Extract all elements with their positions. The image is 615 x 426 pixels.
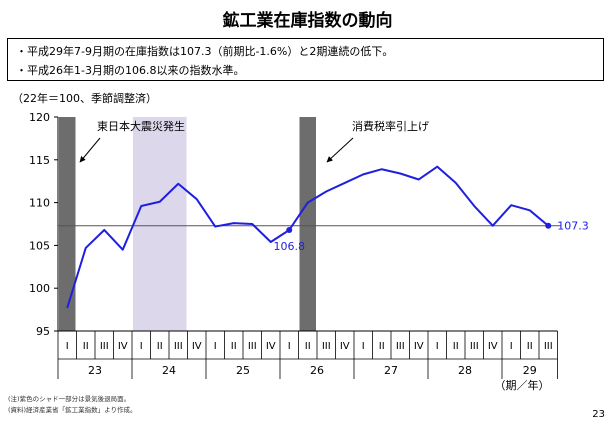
quarter-label: I bbox=[214, 341, 217, 352]
quarter-label: II bbox=[305, 341, 311, 352]
x-axis-label: （期／年） bbox=[495, 378, 550, 392]
summary-box: ・平成29年7-9月期の在庫指数は107.3（前期比-1.6%）と2期連続の低下… bbox=[7, 38, 604, 81]
unit-note: （22年＝100、季節調整済） bbox=[12, 92, 157, 105]
quarter-label: III bbox=[544, 341, 553, 352]
quarter-label: III bbox=[470, 341, 479, 352]
quarter-label: I bbox=[288, 341, 291, 352]
y-tick-label: 110 bbox=[29, 197, 50, 210]
highlight-label: 106.8 bbox=[274, 240, 306, 253]
quarter-label: II bbox=[527, 341, 533, 352]
year-label: 29 bbox=[523, 364, 537, 377]
quarter-label: IV bbox=[266, 341, 276, 352]
quarter-label: II bbox=[83, 341, 89, 352]
quarter-label: IV bbox=[192, 341, 202, 352]
page-title: 鉱工業在庫指数の動向 bbox=[222, 11, 393, 31]
annotation-earthquake-arrow bbox=[79, 137, 101, 163]
year-label: 23 bbox=[88, 364, 102, 377]
shaded-period-2 bbox=[133, 117, 187, 331]
quarter-label: IV bbox=[488, 341, 498, 352]
y-tick-label: 100 bbox=[29, 282, 50, 295]
y-tick-label: 95 bbox=[36, 325, 50, 338]
quarter-label: III bbox=[396, 341, 405, 352]
shaded-period-1 bbox=[59, 117, 76, 331]
y-tick-label: 115 bbox=[29, 154, 50, 167]
y-tick-label: 120 bbox=[29, 111, 50, 124]
y-tick-label: 105 bbox=[29, 239, 50, 252]
quarter-label: III bbox=[248, 341, 257, 352]
annotation-tax-hike: 消費税率引上げ bbox=[352, 119, 429, 133]
quarter-label: I bbox=[362, 341, 365, 352]
quarter-label: IV bbox=[340, 341, 350, 352]
highlight-marker bbox=[545, 222, 552, 229]
summary-bullet-2: ・平成26年1-3月期の106.8以来の指数水準。 bbox=[16, 64, 245, 77]
highlight-label: 107.3 bbox=[557, 220, 589, 233]
highlight-marker bbox=[286, 226, 293, 233]
footnote-recession: (注)紫色のシャド一部分は景気後退局面。 bbox=[8, 395, 131, 403]
quarter-label: I bbox=[436, 341, 439, 352]
year-label: 26 bbox=[310, 364, 324, 377]
quarter-label: I bbox=[510, 341, 513, 352]
quarter-label: II bbox=[157, 341, 163, 352]
quarter-label: II bbox=[231, 341, 237, 352]
year-label: 27 bbox=[384, 364, 398, 377]
year-label: 24 bbox=[162, 364, 176, 377]
quarter-label: II bbox=[453, 341, 459, 352]
quarter-label: III bbox=[322, 341, 331, 352]
quarter-label: III bbox=[100, 341, 109, 352]
quarter-label: IV bbox=[118, 341, 128, 352]
shaded-period-3 bbox=[299, 117, 316, 331]
quarter-label: IV bbox=[414, 341, 424, 352]
quarter-label: III bbox=[174, 341, 183, 352]
year-label: 28 bbox=[458, 364, 472, 377]
footnote-source: (資料)経済産業省「鉱工業指数」より作成。 bbox=[8, 406, 137, 414]
summary-bullet-1: ・平成29年7-9月期の在庫指数は107.3（前期比-1.6%）と2期連続の低下… bbox=[16, 45, 394, 58]
annotation-earthquake: 東日本大震災発生 bbox=[97, 119, 185, 133]
quarter-label: I bbox=[66, 341, 69, 352]
year-label: 25 bbox=[236, 364, 250, 377]
annotation-tax-hike-arrow bbox=[326, 137, 354, 163]
quarter-label: II bbox=[379, 341, 385, 352]
quarter-label: I bbox=[140, 341, 143, 352]
page-number: 23 bbox=[592, 409, 605, 420]
